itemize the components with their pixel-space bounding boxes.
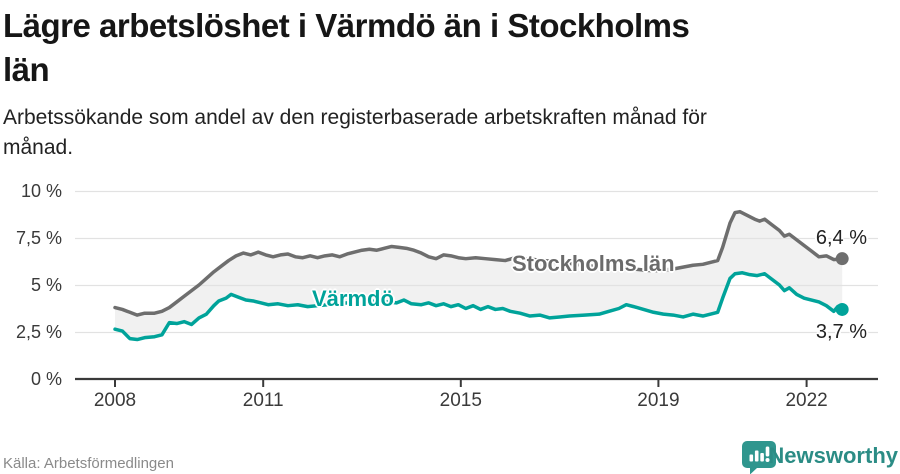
logo-bar-1 [749, 454, 754, 462]
newsworthy-logo-icon[interactable] [741, 440, 777, 474]
logo-exclamation-dot [765, 458, 770, 462]
logo-exclamation-bar [765, 446, 770, 457]
series-label-stockholm: Stockholms län [512, 251, 675, 276]
end-value-varmdo: 3,7 % [815, 321, 867, 343]
newsworthy-logo-text[interactable]: Newsworthy [768, 443, 898, 468]
series-line-stockholm [113, 209, 844, 317]
series-end-dot-varmdo [835, 302, 849, 316]
chart-subtitle: Arbetssökande som andel av den registerb… [3, 103, 887, 163]
title-line-2: län [3, 51, 50, 88]
series-end-dot-stockholm [835, 252, 849, 266]
series-label-varmdo: Värmdö [312, 286, 394, 311]
title-line-1: Lägre arbetslöshet i Värmdö än i Stockho… [3, 7, 690, 44]
logo-bar-3 [760, 453, 764, 462]
series-line-varmdo [113, 271, 844, 342]
page-title: Lägre arbetslöshet i Värmdö än i Stockho… [3, 4, 887, 92]
source-note: Källa: Arbetsförmedlingen [3, 455, 174, 472]
subtitle-line-1: Arbetssökande som andel av den registerb… [3, 106, 707, 129]
logo-bar-2 [754, 450, 759, 462]
end-value-stockholm: 6,4 % [815, 227, 867, 249]
between-series-fill [115, 211, 843, 340]
subtitle-line-2: månad. [3, 136, 74, 159]
